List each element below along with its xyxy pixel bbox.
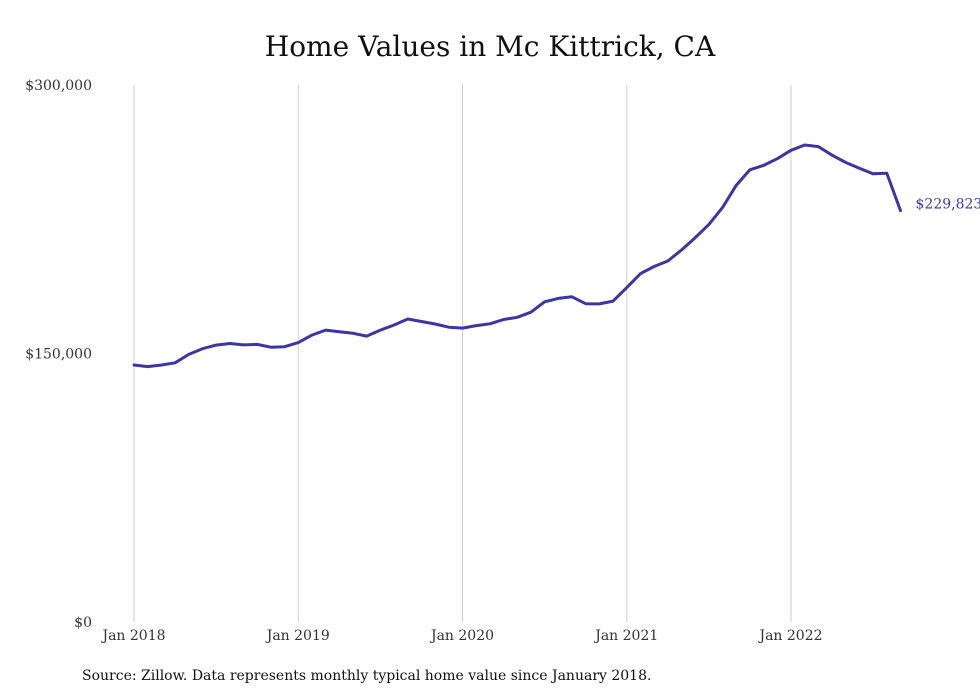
x-tick-label: Jan 2022 [757, 628, 822, 644]
y-axis: $300,000 $150,000 $0 [25, 78, 92, 631]
x-tick-label: Jan 2018 [100, 628, 165, 644]
y-tick-label: $150,000 [25, 347, 92, 363]
x-tick-label: Jan 2021 [593, 628, 658, 644]
y-tick-label: $300,000 [25, 78, 92, 94]
grid-lines [133, 85, 792, 622]
end-value-label: $229,823 [916, 197, 980, 213]
series-line [132, 143, 902, 369]
y-tick-label: $0 [74, 615, 92, 631]
source-note: Source: Zillow. Data represents monthly … [82, 668, 652, 684]
x-tick-label: Jan 2019 [265, 628, 330, 644]
chart-title: Home Values in Mc Kittrick, CA [264, 30, 716, 63]
x-tick-label: Jan 2020 [429, 628, 494, 644]
x-axis: Jan 2018 Jan 2019 Jan 2020 Jan 2021 Jan 2022 [100, 628, 822, 644]
